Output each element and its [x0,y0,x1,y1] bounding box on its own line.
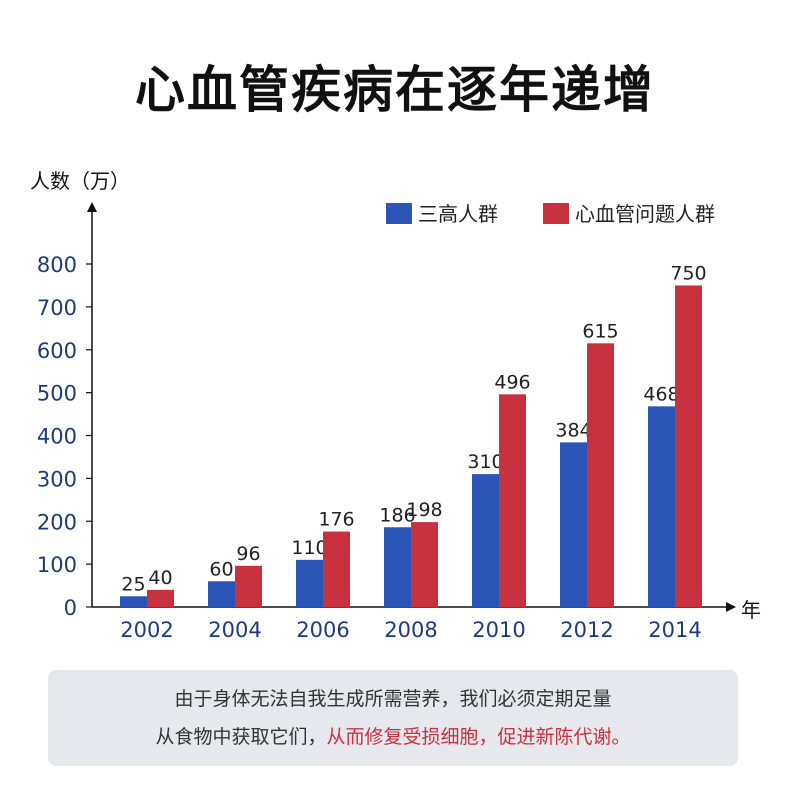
y-tick-label: 600 [37,339,77,363]
note-line-2: 从食物中获取它们，从而修复受损细胞，促进新陈代谢。 [48,718,738,756]
y-tick-label: 100 [37,553,77,577]
legend-label: 心血管问题人群 [575,202,715,226]
bar [499,394,526,607]
legend-swatch [543,203,569,224]
bar [472,474,499,607]
bar-value-label: 60 [209,558,233,580]
bar-value-label: 496 [494,371,530,393]
bar-value-label: 176 [318,509,354,531]
y-tick-label: 300 [37,467,77,491]
bar-value-label: 615 [582,320,618,342]
y-tick-label: 400 [37,425,77,449]
y-tick-label: 800 [37,253,77,277]
legend-swatch [386,203,412,224]
y-axis-label: 人数（万） [30,169,130,193]
bar [411,522,438,607]
note-line-2-plain: 从食物中获取它们， [155,726,327,748]
bar-value-label: 186 [379,504,415,526]
x-axis-arrow [726,602,736,612]
bar [675,285,702,607]
x-axis-label: 年 [741,598,761,622]
x-tick-label: 2008 [384,618,437,642]
bar-value-label: 110 [291,537,327,559]
x-tick-label: 2010 [472,618,525,642]
bar [296,559,323,607]
bar [208,581,235,607]
bar [147,589,174,607]
bar [323,531,350,607]
y-tick-label: 0 [64,596,77,620]
bar-value-label: 25 [121,573,145,595]
bar [560,442,587,607]
note-line-2-highlight: 从而修复受损细胞，促进新陈代谢。 [326,726,631,748]
y-tick-label: 500 [37,382,77,406]
bar-value-label: 96 [236,543,260,565]
y-axis-arrow [87,202,97,212]
page-title: 心血管疾病在逐年递增 [135,61,655,119]
x-tick-label: 2006 [296,618,349,642]
note-box: 由于身体无法自我生成所需营养，我们必须定期足量 从食物中获取它们，从而修复受损细… [48,670,738,766]
note-line-1: 由于身体无法自我生成所需营养，我们必须定期足量 [174,688,612,710]
bar-value-label: 198 [406,499,442,521]
bar [587,343,614,607]
bar [235,565,262,607]
y-tick-label: 700 [37,296,77,320]
y-tick-label: 200 [37,510,77,534]
bar-value-label: 750 [670,262,706,284]
bar-value-label: 384 [555,419,591,441]
x-tick-label: 2014 [648,618,701,642]
bar [384,527,411,607]
bar-value-label: 468 [643,383,679,405]
x-tick-label: 2012 [560,618,613,642]
legend-label: 三高人群 [418,202,498,226]
bar [120,596,147,607]
x-tick-label: 2002 [120,618,173,642]
bar-value-label: 40 [148,567,172,589]
x-tick-label: 2004 [208,618,261,642]
bar [648,406,675,607]
bar-chart: 人数（万） 年 0 100 200 300 400 500 600 700 800 25 40 2002 6… [30,169,761,642]
bar-value-label: 310 [467,451,503,473]
